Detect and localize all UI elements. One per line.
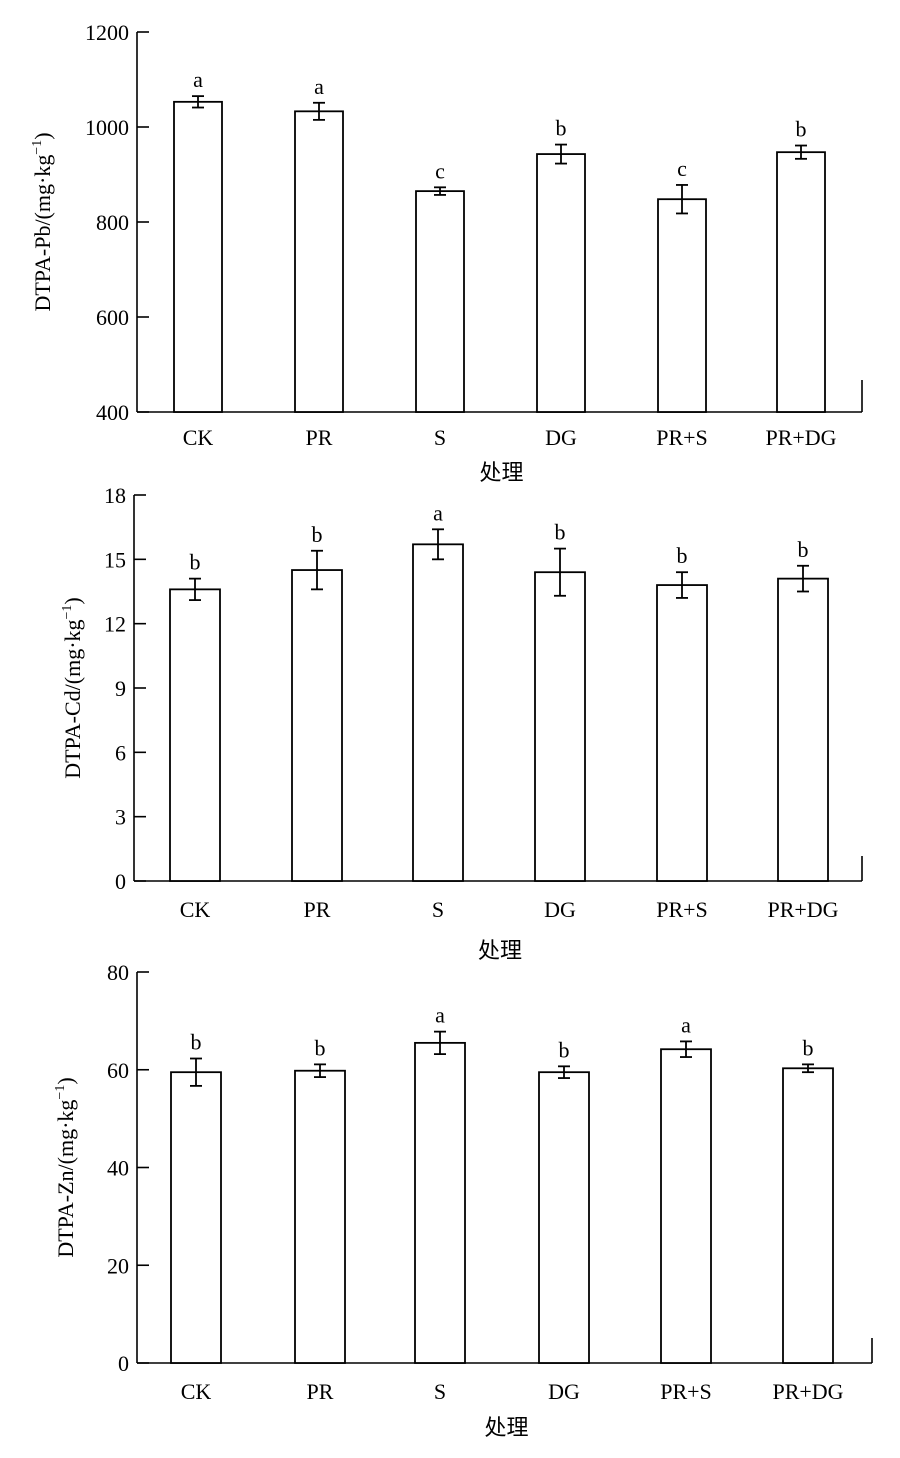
significance-letter: b — [798, 537, 809, 562]
y-tick-label: 20 — [107, 1253, 129, 1278]
bar-ck — [169, 588, 221, 882]
significance-letter: a — [435, 1003, 445, 1028]
y-axis-label-tail: ) — [53, 1077, 78, 1084]
x-tick-label: DG — [548, 1379, 580, 1404]
bar-s — [412, 543, 464, 882]
significance-letter: b — [312, 522, 323, 547]
bar-dg — [534, 571, 586, 882]
y-axis-label-superscript: −1 — [60, 605, 75, 620]
y-axis-label: DTPA-Zn/(mg·kg−1) — [53, 1077, 78, 1257]
x-tick-label: DG — [545, 425, 577, 450]
chart-panel-2: 0 3 6 9 12 15 18 DTPA-Cd/(mg·kg−1) b CK b PR a Sb DG b P… — [60, 483, 863, 964]
chart-panel-1: 400 600 800 1000 1200 DTPA-Pb/(mg·kg−1) a CK a PR… — [30, 20, 863, 486]
significance-letter: b — [803, 1035, 814, 1060]
x-tick-label: PR — [304, 897, 331, 922]
bar-ck — [173, 100, 223, 413]
bar-pr-plus-dg — [776, 151, 826, 413]
x-axis-label: 处理 — [479, 461, 523, 486]
significance-letter: b — [796, 117, 807, 142]
y-axis-label-tail: ) — [30, 132, 55, 139]
y-tick-label: 12 — [104, 612, 126, 637]
significance-letter: a — [314, 74, 324, 99]
y-tick-label: 15 — [104, 547, 126, 572]
bar-dg — [536, 153, 586, 413]
y-axis-label-main: DTPA-Pb/(mg·kg — [30, 155, 55, 312]
y-axis-label-main: DTPA-Cd/(mg·kg — [60, 619, 85, 778]
bar-pr-plus-dg — [777, 577, 829, 882]
x-tick-label: PR+DG — [765, 425, 836, 450]
x-axis-label: 处理 — [478, 939, 522, 964]
bar-pr-plus-dg — [782, 1067, 834, 1364]
bar-ck — [170, 1071, 222, 1364]
x-tick-label: S — [434, 425, 446, 450]
y-tick-label: 40 — [107, 1156, 129, 1181]
y-tick-label: 0 — [115, 869, 126, 894]
bar-s — [415, 190, 465, 413]
y-tick-label: 400 — [96, 400, 129, 425]
significance-letter: b — [555, 520, 566, 545]
y-axis-label: DTPA-Pb/(mg·kg−1) — [30, 132, 55, 311]
y-tick-label: 600 — [96, 305, 129, 330]
bar-pr-plus-s — [660, 1048, 712, 1364]
y-tick-label: 18 — [104, 483, 126, 508]
y-tick-label: 1200 — [85, 20, 129, 45]
x-axis-label: 处理 — [484, 1416, 528, 1441]
significance-letter: b — [315, 1035, 326, 1060]
x-tick-label: CK — [183, 425, 214, 450]
x-tick-label: PR — [307, 1379, 334, 1404]
x-tick-label: PR+S — [656, 425, 708, 450]
y-tick-label: 1000 — [85, 115, 129, 140]
x-tick-label: PR+DG — [772, 1379, 843, 1404]
y-axis-label: DTPA-Cd/(mg·kg−1) — [60, 597, 85, 779]
bar-pr-plus-s — [657, 198, 707, 413]
significance-letter: b — [191, 1030, 202, 1055]
significance-letter: c — [677, 156, 687, 181]
bar-dg — [538, 1071, 590, 1364]
significance-letter: b — [677, 543, 688, 568]
x-tick-label: S — [434, 1379, 446, 1404]
significance-letter: a — [193, 67, 203, 92]
y-axis-label-superscript: −1 — [30, 140, 45, 155]
bar-s — [414, 1041, 466, 1364]
bar-pr — [294, 1069, 346, 1364]
y-tick-label: 0 — [118, 1351, 129, 1376]
bar-pr-plus-s — [656, 584, 708, 882]
y-tick-label: 9 — [115, 676, 126, 701]
bar-pr — [294, 110, 344, 413]
y-axis-label-superscript: −1 — [53, 1085, 68, 1100]
bar-pr — [291, 569, 343, 882]
x-tick-label: CK — [180, 897, 211, 922]
x-tick-label: PR+S — [660, 1379, 712, 1404]
y-tick-label: 3 — [115, 805, 126, 830]
y-tick-label: 800 — [96, 210, 129, 235]
x-tick-label: CK — [181, 1379, 212, 1404]
x-tick-label: PR+DG — [767, 897, 838, 922]
significance-letter: a — [433, 500, 443, 525]
significance-letter: b — [556, 116, 567, 141]
significance-letter: c — [435, 158, 445, 183]
significance-letter: b — [190, 550, 201, 575]
chart-panel-3: 0 20 40 60 80 DTPA-Zn/(mg·kg−1) b CK b PR a Sb DG a PR… — [53, 960, 873, 1441]
x-tick-label: DG — [544, 897, 576, 922]
significance-letter: b — [559, 1037, 570, 1062]
significance-letter: a — [681, 1012, 691, 1037]
x-tick-label: PR+S — [656, 897, 708, 922]
y-axis-label-main: DTPA-Zn/(mg·kg — [53, 1100, 78, 1258]
y-tick-label: 6 — [115, 740, 126, 765]
x-tick-label: PR — [306, 425, 333, 450]
y-tick-label: 60 — [107, 1058, 129, 1083]
x-tick-label: S — [432, 897, 444, 922]
y-tick-label: 80 — [107, 960, 129, 985]
y-axis-label-tail: ) — [60, 597, 85, 604]
